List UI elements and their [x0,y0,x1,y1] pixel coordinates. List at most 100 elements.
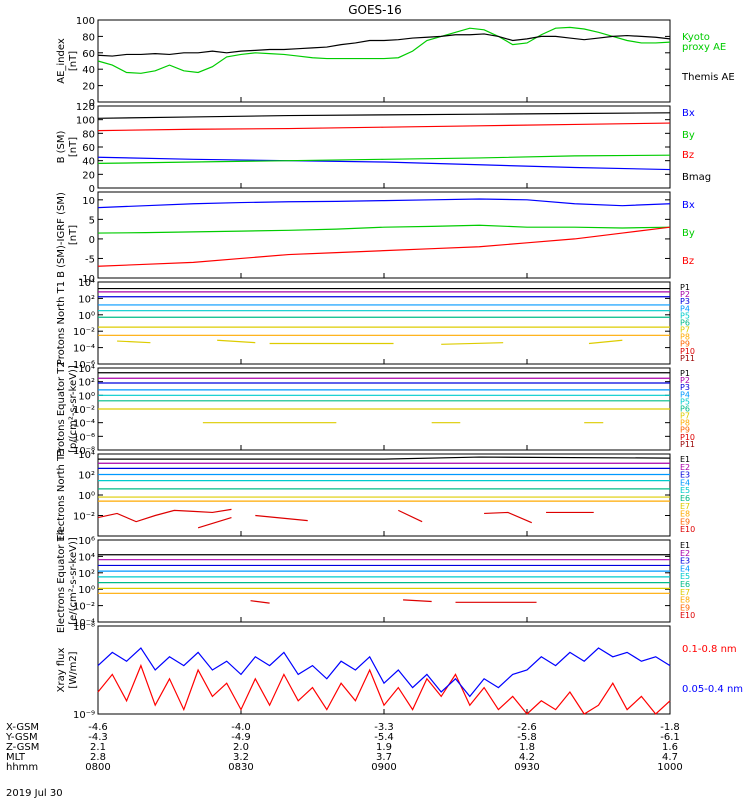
legend-e6: E6 [680,494,690,503]
ephemeris-row-label: X-GSM [6,722,39,733]
legend-p4: P4 [680,304,690,313]
ephemeris-value: 2.8 [90,752,106,763]
series-fragment [484,511,533,524]
legend-e5: E5 [680,486,690,495]
legend-e2: E2 [680,463,690,472]
ephemeris-value: 4.7 [662,752,678,763]
ephemeris-value: 0930 [514,762,539,773]
legend-p10: P10 [680,433,695,442]
legend-p6: P6 [680,318,690,327]
y-tick-label: 10⁰ [78,391,95,402]
y-tick-label: 80 [82,32,95,43]
ephemeris-value: 4.2 [519,752,535,763]
legend-e8: E8 [680,510,690,519]
y-tick-label: -10 [79,274,95,285]
y-tick-label: 60 [82,143,95,154]
y-axis-unit: [nT] [68,137,79,157]
legend-e10: E10 [680,611,695,620]
legend-by: By [682,130,695,141]
series-bx [97,198,671,209]
y-tick-label: 5 [89,215,95,226]
legend-p7: P7 [680,326,690,335]
legend-e3: E3 [680,471,690,480]
y-tick-label: 100 [76,116,95,127]
series-fragment [398,509,423,523]
legend-p4: P4 [680,390,690,399]
ephemeris-value: -4.3 [88,732,108,743]
series-fragment [441,342,504,345]
y-tick-label: 10⁰ [78,311,95,322]
legend-themis-ae: Themis AE [681,72,735,83]
legend-e5: E5 [680,572,690,581]
series-fragment [217,339,256,344]
y-axis-label: Electrons Equator T4 [56,529,67,633]
y-tick-label: 10⁻⁴ [73,344,95,355]
ephemeris-row-label: Y-GSM [5,732,38,743]
y-tick-label: 10⁻² [73,405,95,416]
legend-p3: P3 [680,297,690,306]
legend-p2: P2 [680,290,690,299]
panel-frame-en [97,453,671,537]
legend-0-05-0-4-nm: 0.05-0.4 nm [682,684,743,695]
series-bx [97,156,671,171]
y-tick-label: 10⁻⁶ [73,360,95,371]
legend-p10: P10 [680,347,695,356]
y-tick-label: 80 [82,129,95,140]
series-kyoto-proxy-ae [97,26,671,74]
ephemeris-value: 2.1 [90,742,106,753]
y-tick-label: 40 [82,65,95,76]
y-tick-label: 10⁻⁴ [73,419,95,430]
y-axis-label: B (SM)-IGRF (SM) [56,192,67,278]
ephemeris-row-label: hhmm [6,762,38,773]
legend-p3: P3 [680,383,690,392]
legend-e6: E6 [680,580,690,589]
ephemeris-row-label: Z-GSM [6,742,39,753]
y-tick-label: 10⁻⁴ [73,618,95,629]
ephemeris-value: 0800 [85,762,110,773]
panel-frame-db [97,191,671,279]
ephemeris-value: -5.8 [517,732,537,743]
y-axis-label: AE_index [56,38,67,84]
ephemeris-value: 1.6 [662,742,678,753]
y-tick-label: 10⁻⁸ [73,446,95,457]
legend-e1: E1 [680,541,690,550]
legend-p6: P6 [680,404,690,413]
y-axis-unit: [p/(cm²-s-sr-keV)] [68,365,79,453]
series-by [97,154,671,164]
series-fragment [255,514,308,522]
panel-b: 120 100 80 60 40 20 0 B (SM) [nT] Bx By Bz Bmag [56,102,711,195]
y-axis-label: Protons North T1 [56,281,67,365]
y-axis-label: Electrons North T3 [56,448,67,541]
legend-e2: E2 [680,549,690,558]
y-tick-label: 10⁻⁶ [73,432,95,443]
ephemeris-value: 3.7 [376,752,392,763]
legend-e4: E4 [680,478,690,487]
ephemeris-value: -3.3 [374,722,394,733]
legend-e1: E1 [680,455,690,464]
ephemeris-value: 0830 [228,762,253,773]
legend-e4: E4 [680,564,690,573]
y-axis-label: Xray flux [56,648,67,693]
y-tick-label: 10⁰ [78,491,95,502]
ephemeris-value: -4.9 [231,732,251,743]
y-tick-label: 10⁻² [73,602,95,613]
y-tick-label: 10² [78,294,95,305]
y-tick-label: -5 [85,254,95,265]
ephemeris-value: 2.0 [233,742,249,753]
legend-p8: P8 [680,333,690,342]
series-0-05-0-4-nm [97,647,671,698]
y-tick-label: 10² [78,471,95,482]
y-tick-label: 10⁻⁸ [73,622,95,633]
panel-frame-xray [97,625,671,715]
y-tick-label: 10⁶ [78,536,95,547]
ephemeris-value: -2.6 [517,722,537,733]
panel-xray: 10⁻⁸ 10⁻⁹ Xray flux [W/m2] 0.1-0.8 nm 0.05-0.… [56,622,743,721]
y-tick-label: 10² [78,378,95,389]
panel-ee: 10⁶ 10⁴ 10² 10⁰ 10⁻² 10⁻⁴ Electrons Equator T4… [56,529,695,633]
legend-bz: Bz [682,256,694,267]
y-tick-label: 100 [76,16,95,27]
y-tick-label: 10⁴ [78,552,95,563]
ephemeris-value: 1.9 [376,742,392,753]
